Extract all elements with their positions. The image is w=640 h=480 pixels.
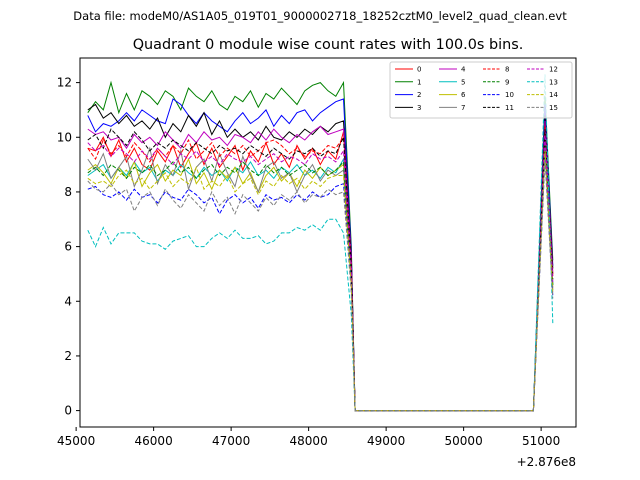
y-tick-label: 4 <box>64 294 72 308</box>
chart-title: Quadrant 0 module wise count rates with … <box>133 37 524 53</box>
legend-label-6: 6 <box>461 91 466 99</box>
x-tick-label: 46000 <box>135 434 173 448</box>
series-line-12 <box>87 134 554 412</box>
x-tick-label: 45000 <box>57 434 95 448</box>
y-tick-label: 6 <box>64 240 72 254</box>
ticks-layer: 45000 46000 47000 48000 49000 50000 51000 0 2 4 6 8… <box>57 76 561 448</box>
x-offset-label: +2.876e8 <box>517 455 576 469</box>
x-tick-label: 48000 <box>290 434 328 448</box>
legend-label-12: 12 <box>549 66 558 74</box>
series-line-8 <box>87 126 554 412</box>
legend-label-1: 1 <box>417 78 421 86</box>
x-tick-label: 47000 <box>212 434 250 448</box>
axes-frame <box>79 57 577 428</box>
legend-label-4: 4 <box>461 66 466 74</box>
y-tick-label: 0 <box>64 404 72 418</box>
figure-suptitle: Data file: modeM0/AS1A05_019T01_90000027… <box>73 9 567 23</box>
legend-label-13: 13 <box>549 78 558 86</box>
series-line-3 <box>87 103 554 412</box>
legend-label-2: 2 <box>417 91 421 99</box>
series-line-14 <box>87 150 554 412</box>
legend-label-11: 11 <box>505 104 514 112</box>
y-tick-label: 2 <box>64 349 72 363</box>
y-tick-label: 8 <box>64 185 72 199</box>
series-line-1 <box>87 80 554 412</box>
legend-label-0: 0 <box>417 66 421 74</box>
y-tick-label: 12 <box>57 76 72 90</box>
legend-label-3: 3 <box>417 104 421 112</box>
series-line-0 <box>87 123 554 412</box>
series-line-10 <box>87 156 554 412</box>
x-tick-label: 51000 <box>522 434 560 448</box>
x-tick-label: 50000 <box>445 434 483 448</box>
series-line-4 <box>87 120 554 412</box>
legend-label-10: 10 <box>505 91 514 99</box>
series-line-2 <box>87 98 554 412</box>
series-line-11 <box>87 128 554 412</box>
legend-box <box>389 61 573 119</box>
series-line-13 <box>87 74 554 412</box>
legend-label-8: 8 <box>505 66 509 74</box>
series-line-7 <box>87 146 554 412</box>
x-tick-label: 49000 <box>367 434 405 448</box>
series-line-9 <box>87 139 554 412</box>
series-line-15 <box>87 159 554 412</box>
legend-label-9: 9 <box>505 78 509 86</box>
legend-label-5: 5 <box>461 78 465 86</box>
legend-label-15: 15 <box>549 104 558 112</box>
legend-label-7: 7 <box>461 104 465 112</box>
legend-label-14: 14 <box>549 91 558 99</box>
series-layer <box>87 74 554 412</box>
y-tick-label: 10 <box>57 130 72 144</box>
